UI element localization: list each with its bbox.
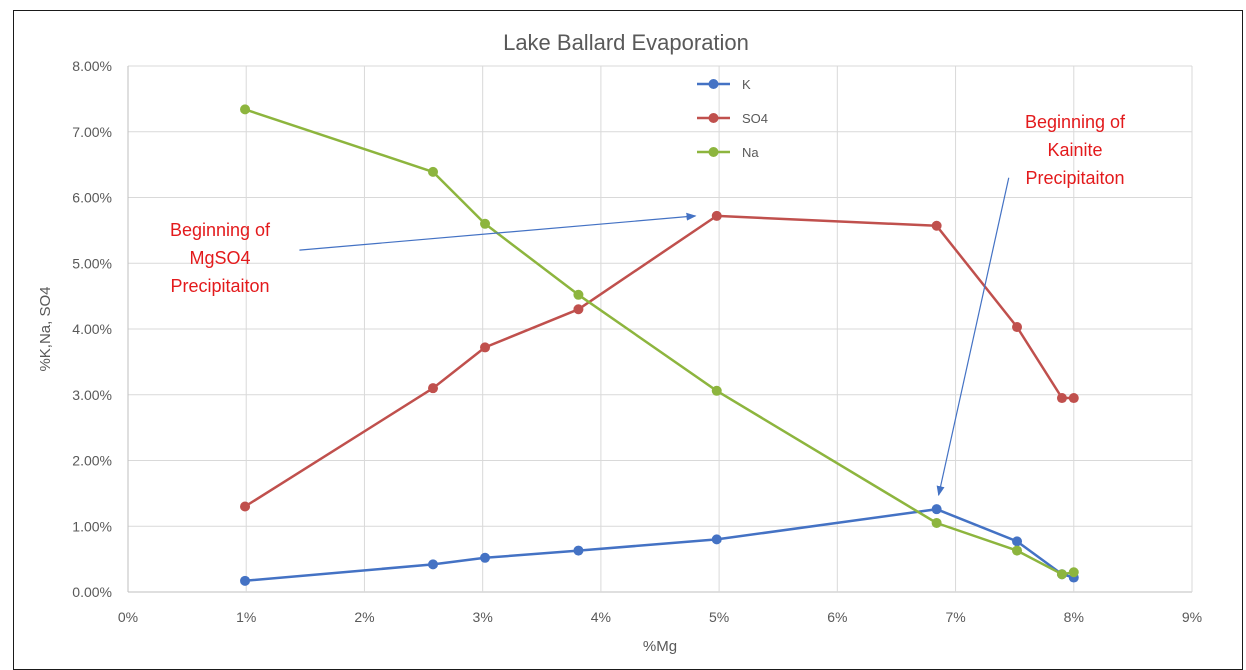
annotations: Beginning of MgSO4 Precipitaiton Beginning … — [170, 112, 1126, 497]
series-line — [244, 507, 1075, 583]
x-axis-title: %Mg — [643, 638, 677, 655]
y-tick-label: 4.00% — [72, 321, 112, 337]
data-point — [1056, 569, 1067, 580]
y-tick-label: 7.00% — [72, 124, 112, 140]
data-point — [1012, 536, 1023, 547]
y-tick-label: 8.00% — [72, 58, 112, 74]
annotation-arrow — [299, 212, 697, 251]
x-tick-label: 1% — [236, 609, 256, 625]
data-point — [240, 501, 251, 512]
data-point — [480, 552, 491, 563]
series-so4 — [240, 210, 1079, 512]
annotation-text: Beginning of MgSO4 Precipitaiton — [170, 220, 271, 296]
data-point — [573, 304, 584, 315]
data-point — [240, 575, 251, 586]
data-point — [711, 210, 722, 221]
data-point — [573, 289, 584, 300]
y-tick-label: 1.00% — [72, 518, 112, 534]
legend-swatch-marker — [708, 113, 719, 123]
legend-swatch-marker — [708, 79, 719, 89]
series-line — [244, 214, 1074, 508]
series — [240, 104, 1079, 586]
y-tick-label: 0.00% — [72, 584, 112, 600]
legend-item-k: K — [697, 77, 751, 92]
tick-labels: 0.00% 1.00% 2.00% 3.00% 4.00% 5.00% 6.00% 7.00%… — [72, 58, 1202, 625]
data-point — [428, 383, 439, 394]
chart-title: Lake Ballard Evaporation — [503, 30, 749, 55]
data-point — [1056, 393, 1067, 404]
x-tick-label: 7% — [945, 609, 965, 625]
data-point — [1012, 322, 1023, 333]
x-tick-label: 9% — [1182, 609, 1202, 625]
data-point — [1068, 393, 1079, 404]
data-point — [480, 342, 491, 353]
chart-frame — [13, 10, 1243, 670]
annotation-arrow — [936, 177, 1010, 497]
legend-swatch-marker — [708, 147, 719, 157]
y-axis-title: %K,Na, SO4 — [37, 286, 54, 371]
x-tick-label: 5% — [709, 609, 729, 625]
x-tick-label: 2% — [354, 609, 374, 625]
annotation-2: Beginning of Kainite Precipitaiton — [936, 112, 1126, 497]
data-point — [711, 534, 722, 545]
x-tick-label: 6% — [827, 609, 847, 625]
data-point — [931, 220, 942, 231]
x-tick-label: 0% — [118, 609, 138, 625]
data-point — [1068, 567, 1079, 578]
legend: K SO4 Na — [697, 77, 768, 160]
data-point — [931, 517, 942, 528]
data-point — [711, 385, 722, 396]
y-tick-label: 5.00% — [72, 255, 112, 271]
x-tick-label: 8% — [1064, 609, 1084, 625]
y-tick-label: 6.00% — [72, 190, 112, 206]
y-tick-label: 3.00% — [72, 387, 112, 403]
series-k — [240, 504, 1079, 586]
series-line — [244, 108, 1074, 576]
legend-label: K — [742, 77, 751, 92]
annotation-text: Beginning of Kainite Precipitaiton — [1025, 112, 1126, 188]
legend-label: SO4 — [742, 111, 768, 126]
annotation-1: Beginning of MgSO4 Precipitaiton — [170, 212, 697, 296]
x-tick-label: 3% — [473, 609, 493, 625]
y-tick-label: 2.00% — [72, 453, 112, 469]
legend-label: Na — [742, 145, 759, 160]
series-na — [240, 104, 1079, 580]
data-point — [428, 559, 439, 570]
data-point — [428, 166, 439, 177]
data-point — [1012, 545, 1023, 556]
x-tick-label: 4% — [591, 609, 611, 625]
gridlines — [127, 65, 1193, 593]
legend-item-na: Na — [697, 145, 759, 160]
data-point — [931, 504, 942, 515]
data-point — [480, 218, 491, 229]
data-point — [240, 104, 251, 115]
legend-item-so4: SO4 — [697, 111, 768, 126]
data-point — [573, 545, 584, 556]
